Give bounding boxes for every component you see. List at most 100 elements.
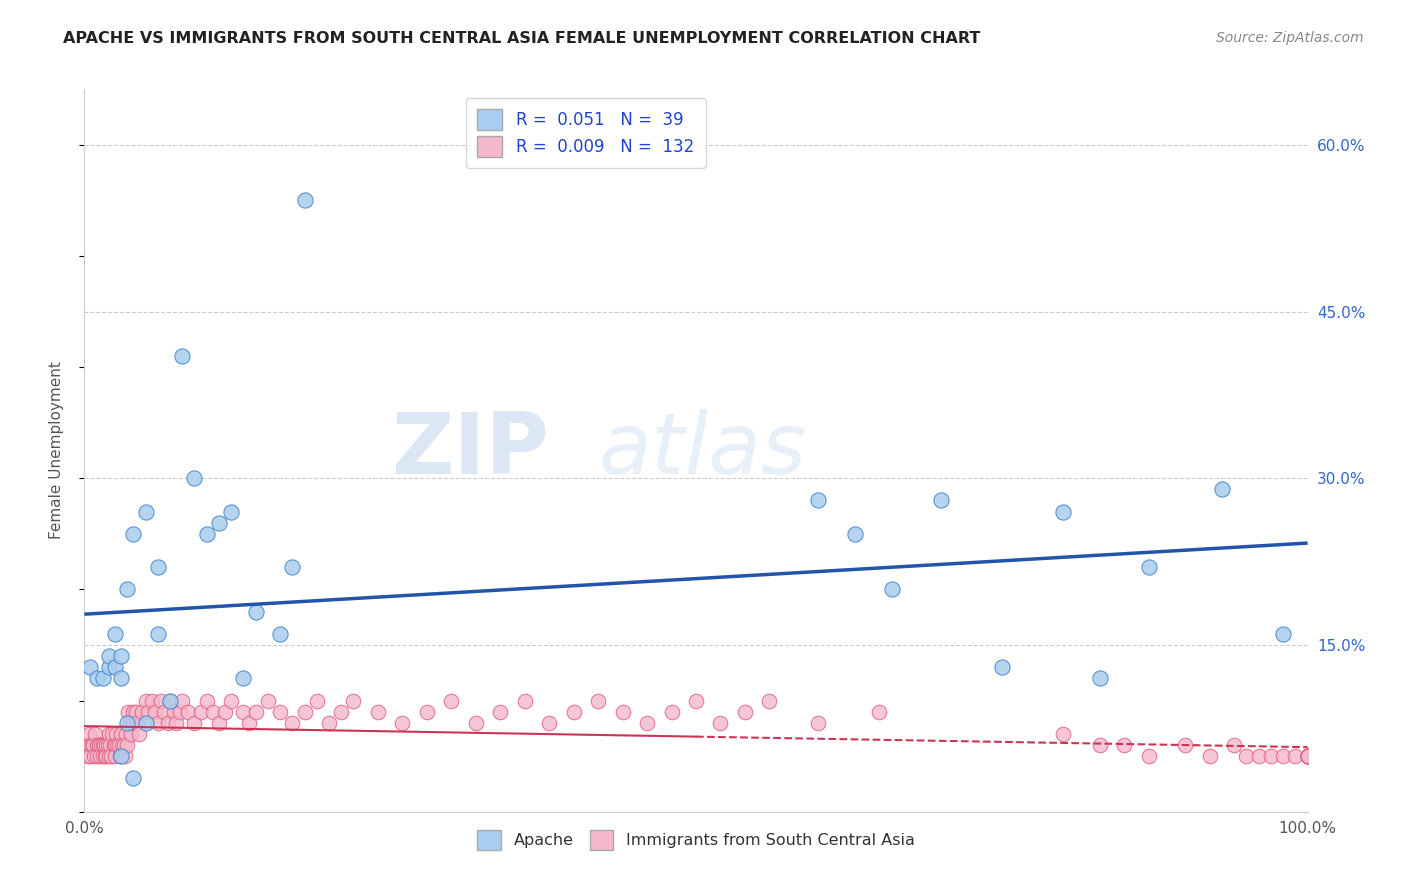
Immigrants from South Central Asia: [1296, 749, 1319, 764]
Immigrants from South Central Asia: [586, 693, 609, 707]
Immigrants from South Central Asia: [1296, 749, 1319, 764]
Apache: [807, 493, 830, 508]
Immigrants from South Central Asia: [103, 738, 125, 752]
Immigrants from South Central Asia: [562, 705, 585, 719]
Immigrants from South Central Asia: [1296, 749, 1319, 764]
Immigrants from South Central Asia: [104, 749, 127, 764]
Apache: [1052, 505, 1074, 519]
Text: ZIP: ZIP: [391, 409, 550, 492]
Immigrants from South Central Asia: [84, 727, 107, 741]
Immigrants from South Central Asia: [538, 715, 561, 730]
Immigrants from South Central Asia: [169, 705, 191, 719]
Immigrants from South Central Asia: [1114, 738, 1136, 752]
Immigrants from South Central Asia: [219, 693, 242, 707]
Immigrants from South Central Asia: [93, 738, 115, 752]
Apache: [245, 605, 267, 619]
Apache: [91, 671, 114, 685]
Immigrants from South Central Asia: [257, 693, 280, 707]
Apache: [172, 349, 194, 363]
Immigrants from South Central Asia: [1052, 727, 1074, 741]
Text: atlas: atlas: [598, 409, 806, 492]
Apache: [195, 526, 218, 541]
Immigrants from South Central Asia: [1284, 749, 1306, 764]
Immigrants from South Central Asia: [122, 715, 145, 730]
Apache: [269, 627, 291, 641]
Apache: [97, 649, 120, 664]
Immigrants from South Central Asia: [758, 693, 780, 707]
Immigrants from South Central Asia: [91, 749, 114, 764]
Immigrants from South Central Asia: [1296, 749, 1319, 764]
Immigrants from South Central Asia: [685, 693, 707, 707]
Apache: [1088, 671, 1111, 685]
Immigrants from South Central Asia: [440, 693, 463, 707]
Apache: [97, 660, 120, 674]
Immigrants from South Central Asia: [1296, 749, 1319, 764]
Immigrants from South Central Asia: [177, 705, 200, 719]
Immigrants from South Central Asia: [107, 738, 129, 752]
Immigrants from South Central Asia: [269, 705, 291, 719]
Apache: [135, 715, 157, 730]
Immigrants from South Central Asia: [1296, 749, 1319, 764]
Immigrants from South Central Asia: [143, 705, 166, 719]
Immigrants from South Central Asia: [110, 727, 132, 741]
Immigrants from South Central Asia: [183, 715, 205, 730]
Apache: [146, 560, 169, 574]
Immigrants from South Central Asia: [305, 693, 328, 707]
Immigrants from South Central Asia: [86, 749, 108, 764]
Apache: [1211, 483, 1233, 497]
Immigrants from South Central Asia: [135, 693, 157, 707]
Immigrants from South Central Asia: [195, 693, 218, 707]
Immigrants from South Central Asia: [612, 705, 634, 719]
Immigrants from South Central Asia: [1296, 749, 1319, 764]
Y-axis label: Female Unemployment: Female Unemployment: [49, 361, 63, 540]
Immigrants from South Central Asia: [90, 738, 112, 752]
Immigrants from South Central Asia: [1137, 749, 1160, 764]
Immigrants from South Central Asia: [131, 705, 153, 719]
Immigrants from South Central Asia: [807, 715, 830, 730]
Immigrants from South Central Asia: [117, 705, 139, 719]
Immigrants from South Central Asia: [1272, 749, 1295, 764]
Immigrants from South Central Asia: [1260, 749, 1282, 764]
Apache: [991, 660, 1014, 674]
Immigrants from South Central Asia: [1296, 749, 1319, 764]
Immigrants from South Central Asia: [245, 705, 267, 719]
Immigrants from South Central Asia: [367, 705, 389, 719]
Immigrants from South Central Asia: [190, 705, 212, 719]
Immigrants from South Central Asia: [120, 727, 142, 741]
Immigrants from South Central Asia: [89, 749, 111, 764]
Immigrants from South Central Asia: [1236, 749, 1258, 764]
Immigrants from South Central Asia: [79, 749, 101, 764]
Immigrants from South Central Asia: [391, 715, 413, 730]
Apache: [115, 582, 138, 597]
Immigrants from South Central Asia: [156, 715, 179, 730]
Immigrants from South Central Asia: [159, 693, 181, 707]
Immigrants from South Central Asia: [111, 738, 134, 752]
Apache: [183, 471, 205, 485]
Immigrants from South Central Asia: [98, 738, 121, 752]
Apache: [115, 715, 138, 730]
Immigrants from South Central Asia: [214, 705, 236, 719]
Immigrants from South Central Asia: [1296, 749, 1319, 764]
Immigrants from South Central Asia: [115, 738, 138, 752]
Apache: [294, 194, 316, 208]
Apache: [208, 516, 231, 530]
Immigrants from South Central Asia: [1296, 749, 1319, 764]
Immigrants from South Central Asia: [1296, 749, 1319, 764]
Immigrants from South Central Asia: [464, 715, 486, 730]
Immigrants from South Central Asia: [105, 727, 128, 741]
Immigrants from South Central Asia: [342, 693, 364, 707]
Immigrants from South Central Asia: [869, 705, 891, 719]
Immigrants from South Central Asia: [150, 693, 173, 707]
Immigrants from South Central Asia: [91, 738, 114, 752]
Apache: [110, 649, 132, 664]
Apache: [110, 749, 132, 764]
Immigrants from South Central Asia: [114, 749, 136, 764]
Immigrants from South Central Asia: [1088, 738, 1111, 752]
Immigrants from South Central Asia: [104, 738, 127, 752]
Immigrants from South Central Asia: [101, 727, 124, 741]
Immigrants from South Central Asia: [83, 749, 105, 764]
Immigrants from South Central Asia: [118, 715, 141, 730]
Immigrants from South Central Asia: [208, 715, 231, 730]
Immigrants from South Central Asia: [125, 705, 148, 719]
Immigrants from South Central Asia: [1296, 749, 1319, 764]
